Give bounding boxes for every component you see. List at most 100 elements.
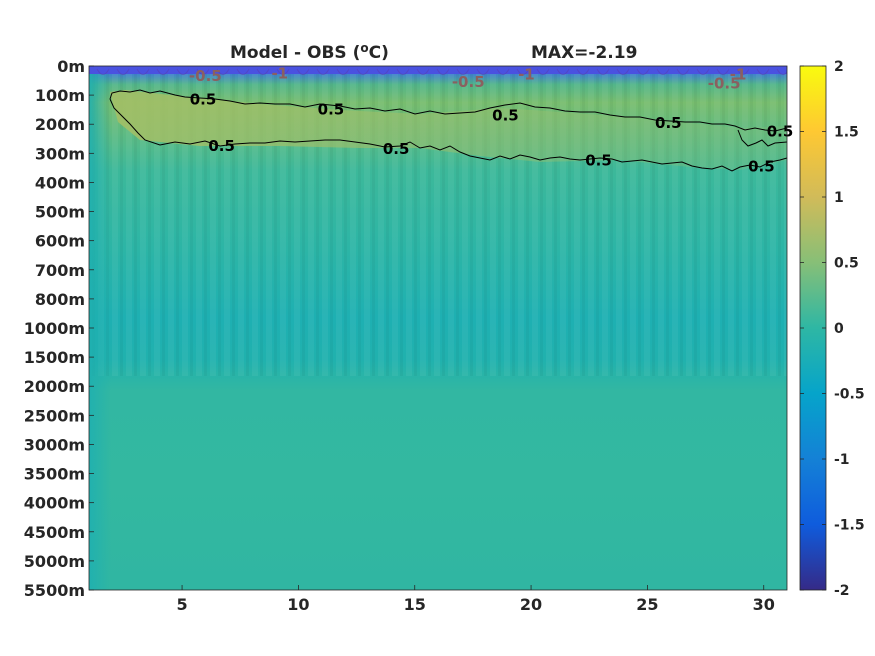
contour-label: 0.5 <box>585 152 612 170</box>
y-tick-label: 600m <box>35 232 85 251</box>
contour-label: -1 <box>271 64 288 82</box>
colorbar-tick-label: 2 <box>834 59 844 75</box>
surface-ripple <box>276 68 290 75</box>
colorbar-tick-label: -2 <box>834 583 850 599</box>
colorbar-tick-label: 0 <box>834 321 844 337</box>
surface-ripple <box>136 68 150 75</box>
title-unit-superscript: o <box>360 41 368 55</box>
y-tick-label: 1500m <box>24 348 85 367</box>
y-tick-label: 800m <box>35 290 85 309</box>
surface-ripple <box>716 68 730 75</box>
contour-line-0.5-right-loop <box>737 129 787 147</box>
y-tick-label: 4000m <box>24 494 85 513</box>
colorbar-tick-label: 1 <box>834 190 844 206</box>
surface-ripple <box>576 68 590 75</box>
colorbar: 2 1.5 1 0.5 0 -0.5 -1 -1.5 -2 <box>799 59 865 599</box>
contour-label: 0.5 <box>655 114 682 132</box>
warm-anomaly-core <box>110 90 787 170</box>
surface-ripple <box>696 68 710 75</box>
y-tick-label: 1000m <box>24 319 85 338</box>
surface-ripple <box>776 68 787 75</box>
surface-ripple <box>156 68 170 75</box>
x-tick-label: 5 <box>176 595 187 614</box>
surface-ripple <box>676 68 690 75</box>
contour-line-0.5-upper <box>109 89 787 132</box>
contour-labels: 0.50.5 0.5 0.5 0.50.5 0.50.5 0.5-0.5 -1 -0.5 -1-… <box>189 64 793 175</box>
y-tick-label: 400m <box>35 173 85 192</box>
surface-ripple <box>516 68 530 75</box>
surface-ripple <box>496 68 510 75</box>
surface-ripple <box>236 68 250 75</box>
surface-ripple <box>476 68 490 75</box>
surface-ripple <box>116 68 130 75</box>
contour-label: -0.5 <box>189 67 222 85</box>
y-tick-label: 300m <box>35 144 85 163</box>
y-tick-label: 5500m <box>24 581 85 600</box>
surface-ripple <box>416 68 430 75</box>
surface-ripple <box>216 68 230 75</box>
surface-ripple <box>176 68 190 75</box>
colorbar-tick-label: 1.5 <box>834 125 859 141</box>
y-tick-label: 700m <box>35 261 85 280</box>
surface-ripple <box>456 68 470 75</box>
contour-line-0.5-lower <box>109 98 787 172</box>
surface-ripple <box>376 68 390 75</box>
surface-ripple <box>436 68 450 75</box>
y-tick-label: 200m <box>35 115 85 134</box>
title-left-text: Model - OBS ( <box>230 43 360 63</box>
surface-ripple <box>256 68 270 75</box>
contour-label: -0.5 <box>708 74 741 92</box>
y-tick-label: 2500m <box>24 406 85 425</box>
contour-label: 0.5 <box>748 157 775 175</box>
contour-label: -1 <box>518 66 535 84</box>
surface-ripple <box>296 68 310 75</box>
x-tick-label: 25 <box>636 595 658 614</box>
chart-title: Model - OBS (oC) MAX=-2.19 <box>230 41 637 63</box>
x-axis: 5 10 15 20 25 30 <box>176 585 775 614</box>
surface-ripple <box>96 68 110 75</box>
surface-ripple <box>616 68 630 75</box>
contour-label: -1 <box>730 66 747 84</box>
surface-ripple <box>196 68 210 75</box>
y-tick-label: 0m <box>57 57 85 76</box>
colorbar-tick-label: -1 <box>834 452 850 468</box>
heatmap-plot-area <box>89 66 787 590</box>
y-tick-label: 500m <box>35 203 85 222</box>
contour-label: 0.5 <box>208 137 235 155</box>
colorbar-gradient <box>799 65 827 591</box>
colorbar-tick-label: 0.5 <box>834 256 859 272</box>
surface-ripple <box>636 68 650 75</box>
surface-ripple <box>336 68 350 75</box>
y-tick-label: 3500m <box>24 465 85 484</box>
heatmap-left-edge <box>89 66 111 590</box>
surface-ripple <box>756 68 770 75</box>
y-tick-label: 4500m <box>24 523 85 542</box>
surface-ripple <box>736 68 750 75</box>
y-tick-label: 2000m <box>24 377 85 396</box>
surface-ripple <box>536 68 550 75</box>
surface-ripple <box>356 68 370 75</box>
surface-cold-ripples <box>96 68 787 75</box>
colorbar-ticks: 2 1.5 1 0.5 0 -0.5 -1 -1.5 -2 <box>800 59 865 599</box>
surface-ripple <box>656 68 670 75</box>
surface-ripple <box>596 68 610 75</box>
y-tick-label: 5000m <box>24 552 85 571</box>
surface-ripple <box>316 68 330 75</box>
colorbar-tick-label: -0.5 <box>834 387 865 403</box>
surface-ripple <box>556 68 570 75</box>
title-unit-tail: C) <box>369 43 389 63</box>
contour-label: -0.5 <box>452 73 485 91</box>
colorbar-tick-label: -1.5 <box>834 518 865 534</box>
title-max: MAX=-2.19 <box>531 43 637 63</box>
x-tick-label: 20 <box>520 595 542 614</box>
contour-label: 0.5 <box>767 123 794 141</box>
title-left: Model - OBS (oC) <box>230 41 389 63</box>
contour-label: 0.5 <box>492 106 519 124</box>
surface-ripple <box>396 68 410 75</box>
x-tick-label: 10 <box>287 595 309 614</box>
x-tick-label: 15 <box>404 595 426 614</box>
x-tick-label: 30 <box>753 595 775 614</box>
contour-label: 0.5 <box>383 140 410 158</box>
contour-label: 0.5 <box>318 101 345 119</box>
